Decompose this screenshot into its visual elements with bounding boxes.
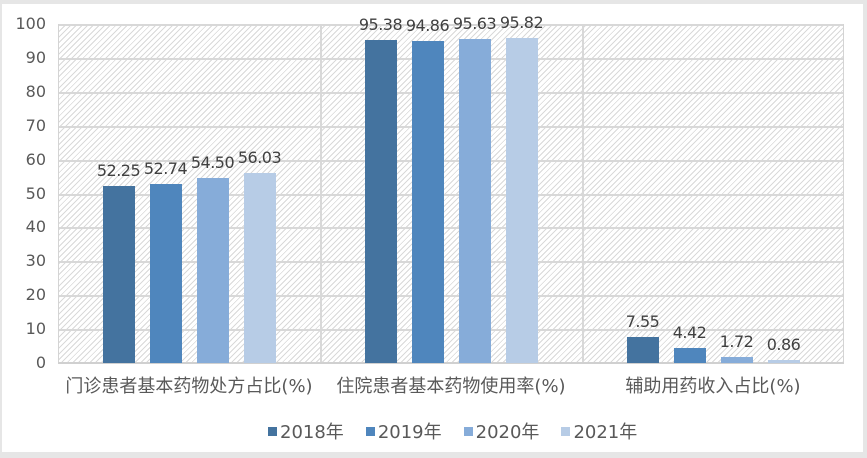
- legend-item-2018: 2018年: [268, 418, 344, 444]
- y-tick-label: 60: [25, 149, 46, 169]
- category-label-outpatient: 门诊患者基本药物处方占比(%): [65, 376, 313, 397]
- gridline: [59, 261, 843, 264]
- legend-item-2021: 2021年: [561, 418, 637, 444]
- bar-value-label: 7.55: [625, 312, 660, 332]
- gridline: [59, 125, 843, 128]
- y-tick-label: 40: [25, 217, 46, 237]
- legend-label: 2019年: [377, 422, 442, 443]
- bar-value-label: 52.25: [96, 160, 141, 180]
- bar-value-label: 56.03: [237, 148, 282, 168]
- y-tick-label: 30: [25, 251, 46, 271]
- bar: [767, 360, 800, 363]
- legend: 2018年 2019年 2020年 2021年: [268, 418, 637, 444]
- plot-area: [58, 24, 844, 363]
- bar-value-label: 95.82: [499, 13, 544, 33]
- bar: [720, 357, 753, 363]
- bar: [411, 41, 444, 363]
- x-axis-line: [58, 362, 844, 364]
- gridline: [59, 91, 843, 94]
- gridline: [59, 57, 843, 60]
- category-label-inpatient: 住院患者基本药物使用率(%): [336, 376, 566, 397]
- legend-item-2019: 2019年: [365, 418, 442, 444]
- y-tick-label: 80: [25, 81, 46, 101]
- legend-label: 2021年: [573, 422, 638, 443]
- legend-swatch-icon: [463, 426, 473, 436]
- y-tick-label: 50: [25, 183, 46, 203]
- bar: [149, 184, 182, 363]
- bar-value-label: 52.74: [143, 159, 188, 179]
- bar-value-label: 4.42: [672, 323, 707, 343]
- bar-value-label: 0.86: [766, 335, 801, 355]
- legend-swatch-icon: [268, 426, 277, 436]
- bar: [364, 39, 397, 363]
- category-divider: [320, 25, 322, 362]
- bar-value-label: 54.50: [190, 153, 235, 173]
- gridline: [59, 159, 843, 162]
- category-label-auxiliary: 辅助用药收入占比(%): [625, 376, 801, 397]
- bar: [626, 337, 659, 363]
- bar: [102, 185, 135, 363]
- y-tick-label: 70: [25, 115, 46, 135]
- y-tick-label: 0: [35, 353, 46, 372]
- bar: [505, 38, 538, 363]
- bar: [243, 173, 276, 363]
- bar: [458, 38, 491, 363]
- bar-value-label: 94.86: [405, 16, 450, 36]
- y-tick-label: 100: [15, 14, 46, 33]
- legend-label: 2020年: [475, 422, 540, 443]
- category-divider: [582, 25, 584, 362]
- legend-label: 2018年: [280, 422, 344, 443]
- legend-swatch-icon: [561, 426, 571, 436]
- y-tick-label: 10: [25, 319, 46, 339]
- gridline: [59, 295, 843, 298]
- bar-value-label: 1.72: [719, 332, 754, 352]
- legend-item-2020: 2020年: [463, 418, 540, 444]
- bar-value-label: 95.38: [358, 14, 403, 34]
- bar: [673, 348, 706, 363]
- bar: [196, 178, 229, 363]
- y-tick-label: 90: [25, 47, 46, 67]
- y-tick-label: 20: [25, 285, 46, 305]
- legend-swatch-icon: [365, 426, 375, 436]
- gridline: [59, 193, 843, 196]
- gridline: [59, 24, 843, 26]
- gridline: [59, 329, 843, 332]
- gridline: [59, 227, 843, 230]
- bar-value-label: 95.63: [452, 13, 497, 33]
